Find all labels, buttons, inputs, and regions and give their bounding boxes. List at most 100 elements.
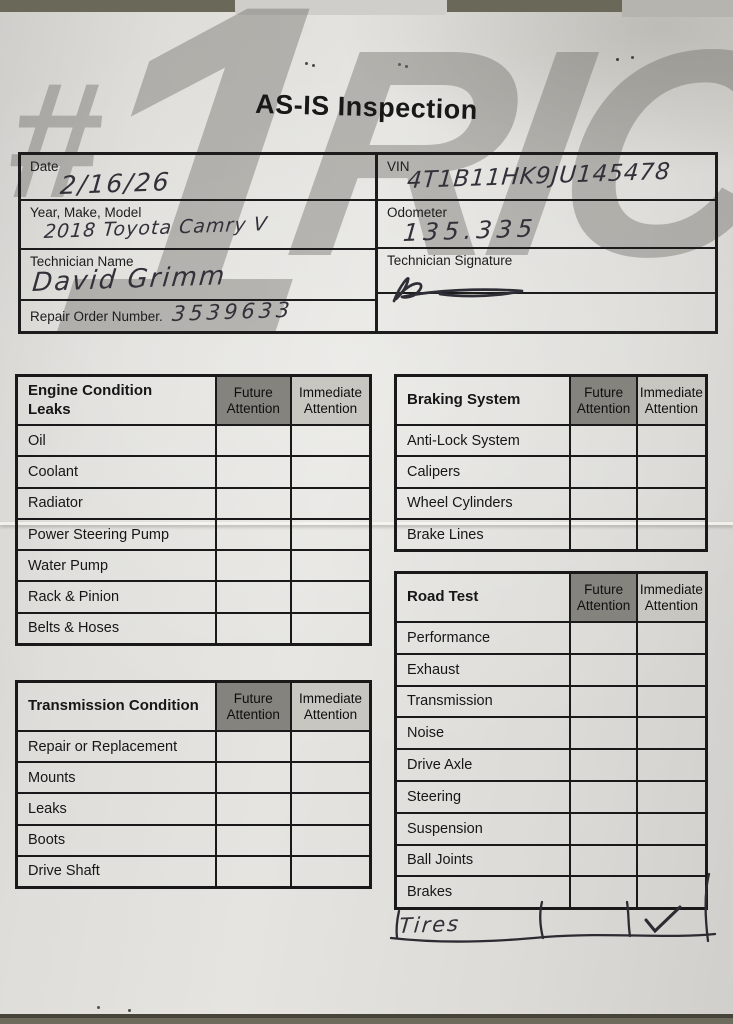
- year-make-model-label: Year, Make, Model: [30, 204, 142, 220]
- paper-crease: [0, 522, 733, 525]
- row-label-radiator: Radiator: [18, 486, 215, 518]
- road-immediate-attention-header: Immediate Attention: [635, 574, 705, 621]
- attention-cell: [290, 761, 369, 793]
- attention-cell: [569, 684, 636, 717]
- row-label-ball-joints: Ball Joints: [397, 843, 570, 876]
- engine-table-title: Engine Condition Leaks: [28, 381, 153, 418]
- vin-handwritten-value: 4T1B11HK9JU145478: [405, 158, 672, 194]
- attention-cell: [635, 779, 705, 812]
- technician-signature-scrawl: [392, 277, 524, 303]
- braking-table-title: Braking System: [407, 391, 521, 409]
- handwritten-tires-row-lines: [389, 872, 717, 943]
- odometer-field: Odometer 135.335: [377, 201, 715, 249]
- date-label: Date: [30, 159, 59, 174]
- attention-cell: [214, 455, 290, 487]
- attention-cell: [635, 424, 705, 456]
- attention-cell: [635, 716, 705, 749]
- attention-cell: [635, 875, 705, 908]
- repair-order-handwritten-value: 3539633: [170, 297, 295, 326]
- attention-cell: [569, 652, 636, 685]
- attention-cell: [290, 611, 369, 644]
- attention-cell: [569, 621, 636, 653]
- attention-cell: [214, 517, 290, 550]
- attention-cell: [214, 424, 290, 456]
- row-label-oil: Oil: [18, 424, 215, 455]
- attention-cell: [290, 580, 369, 612]
- paper-specks: [305, 62, 308, 65]
- date-handwritten-value: 2/16/26: [59, 167, 172, 200]
- vin-field: VIN 4T1B11HK9JU145478: [377, 155, 715, 201]
- attention-cell: [569, 716, 636, 749]
- attention-cell: [290, 730, 369, 762]
- row-label-transmission: Transmission: [397, 684, 570, 717]
- transmission-immediate-attention-header: Immediate Attention: [290, 683, 369, 730]
- attention-cell: [569, 779, 636, 812]
- attention-cell: [214, 730, 290, 762]
- vehicle-info-table: Date 2/16/26 Year, Make, Model 2018 Toyo…: [18, 152, 718, 334]
- info-left-column: Date 2/16/26 Year, Make, Model 2018 Toyo…: [21, 155, 378, 331]
- attention-cell: [635, 455, 705, 487]
- row-label-noise: Noise: [397, 716, 570, 748]
- attention-cell: [569, 843, 636, 876]
- technician-name-label: Technician Name: [30, 253, 134, 269]
- attention-cell: [635, 684, 705, 717]
- row-label-drive-axle: Drive Axle: [397, 748, 570, 780]
- row-label-repair-or-replacement: Repair or Replacement: [18, 730, 215, 761]
- row-label-suspension: Suspension: [397, 811, 570, 844]
- row-label-wheel-cylinders: Wheel Cylinders: [397, 486, 570, 518]
- engine-condition-table: Engine Condition Leaks Future Attention …: [15, 374, 372, 647]
- paper-sheet: #1 RICART AS-IS Inspection Date 2/16/26 Y…: [0, 6, 733, 1018]
- attention-cell: [569, 486, 636, 518]
- page-title: AS-IS Inspection: [254, 88, 479, 126]
- attention-cell: [569, 875, 636, 908]
- repair-order-label: Repair Order Number.: [30, 308, 163, 324]
- row-label-power-steering-pump: Power Steering Pump: [18, 517, 215, 549]
- row-label-coolant: Coolant: [18, 455, 215, 486]
- braking-future-attention-header: Future Attention: [569, 377, 636, 424]
- attention-cell: [569, 455, 636, 487]
- attention-cell: [569, 811, 636, 844]
- date-field: Date 2/16/26: [21, 155, 375, 201]
- attention-cell: [214, 486, 290, 518]
- attention-cell: [290, 823, 369, 855]
- row-label-water-pump: Water Pump: [18, 549, 215, 580]
- attention-cell: [635, 652, 705, 685]
- attention-cell: [214, 792, 290, 824]
- engine-future-attention-header: Future Attention: [214, 377, 290, 424]
- attention-cell: [569, 424, 636, 456]
- transmission-future-attention-header: Future Attention: [214, 683, 290, 730]
- row-label-anti-lock-system: Anti-Lock System: [397, 424, 570, 455]
- attention-cell: [290, 792, 369, 824]
- row-label-rack-pinion: Rack & Pinion: [18, 580, 215, 611]
- tires-handwritten-label: Tires: [398, 911, 462, 938]
- row-label-exhaust: Exhaust: [397, 652, 570, 685]
- immediate-attention-checkmark: [644, 905, 682, 934]
- attention-cell: [214, 580, 290, 612]
- row-label-brakes: Brakes: [397, 875, 570, 907]
- attention-cell: [290, 455, 369, 487]
- info-empty-row: [378, 294, 715, 331]
- row-label-leaks: Leaks: [18, 792, 215, 823]
- transmission-table-title: Transmission Condition: [28, 697, 199, 715]
- odometer-handwritten-value: 135.335: [401, 214, 539, 247]
- row-label-steering: Steering: [397, 779, 570, 812]
- row-label-belts-hoses: Belts & Hoses: [18, 611, 215, 643]
- attention-cell: [290, 549, 369, 581]
- paper-top-shadow: [622, 0, 733, 17]
- row-label-drive-shaft: Drive Shaft: [18, 854, 215, 886]
- attention-cell: [635, 748, 705, 780]
- info-right-column: VIN 4T1B11HK9JU145478 Odometer 135.335 T…: [377, 155, 715, 331]
- right-edge-pen-stroke: [704, 872, 711, 943]
- transmission-condition-table: Transmission Condition Future Attention …: [15, 680, 372, 889]
- attention-cell: [635, 843, 705, 876]
- attention-cell: [569, 748, 636, 780]
- attention-cell: [290, 517, 369, 550]
- attention-cell: [214, 549, 290, 581]
- braking-immediate-attention-header: Immediate Attention: [635, 377, 705, 424]
- attention-cell: [635, 811, 705, 844]
- year-make-model-field: Year, Make, Model 2018 Toyota Camry V: [21, 201, 375, 250]
- technician-signature-label: Technician Signature: [386, 253, 513, 268]
- attention-cell: [290, 854, 369, 886]
- road-future-attention-header: Future Attention: [569, 574, 636, 621]
- attention-cell: [569, 517, 636, 550]
